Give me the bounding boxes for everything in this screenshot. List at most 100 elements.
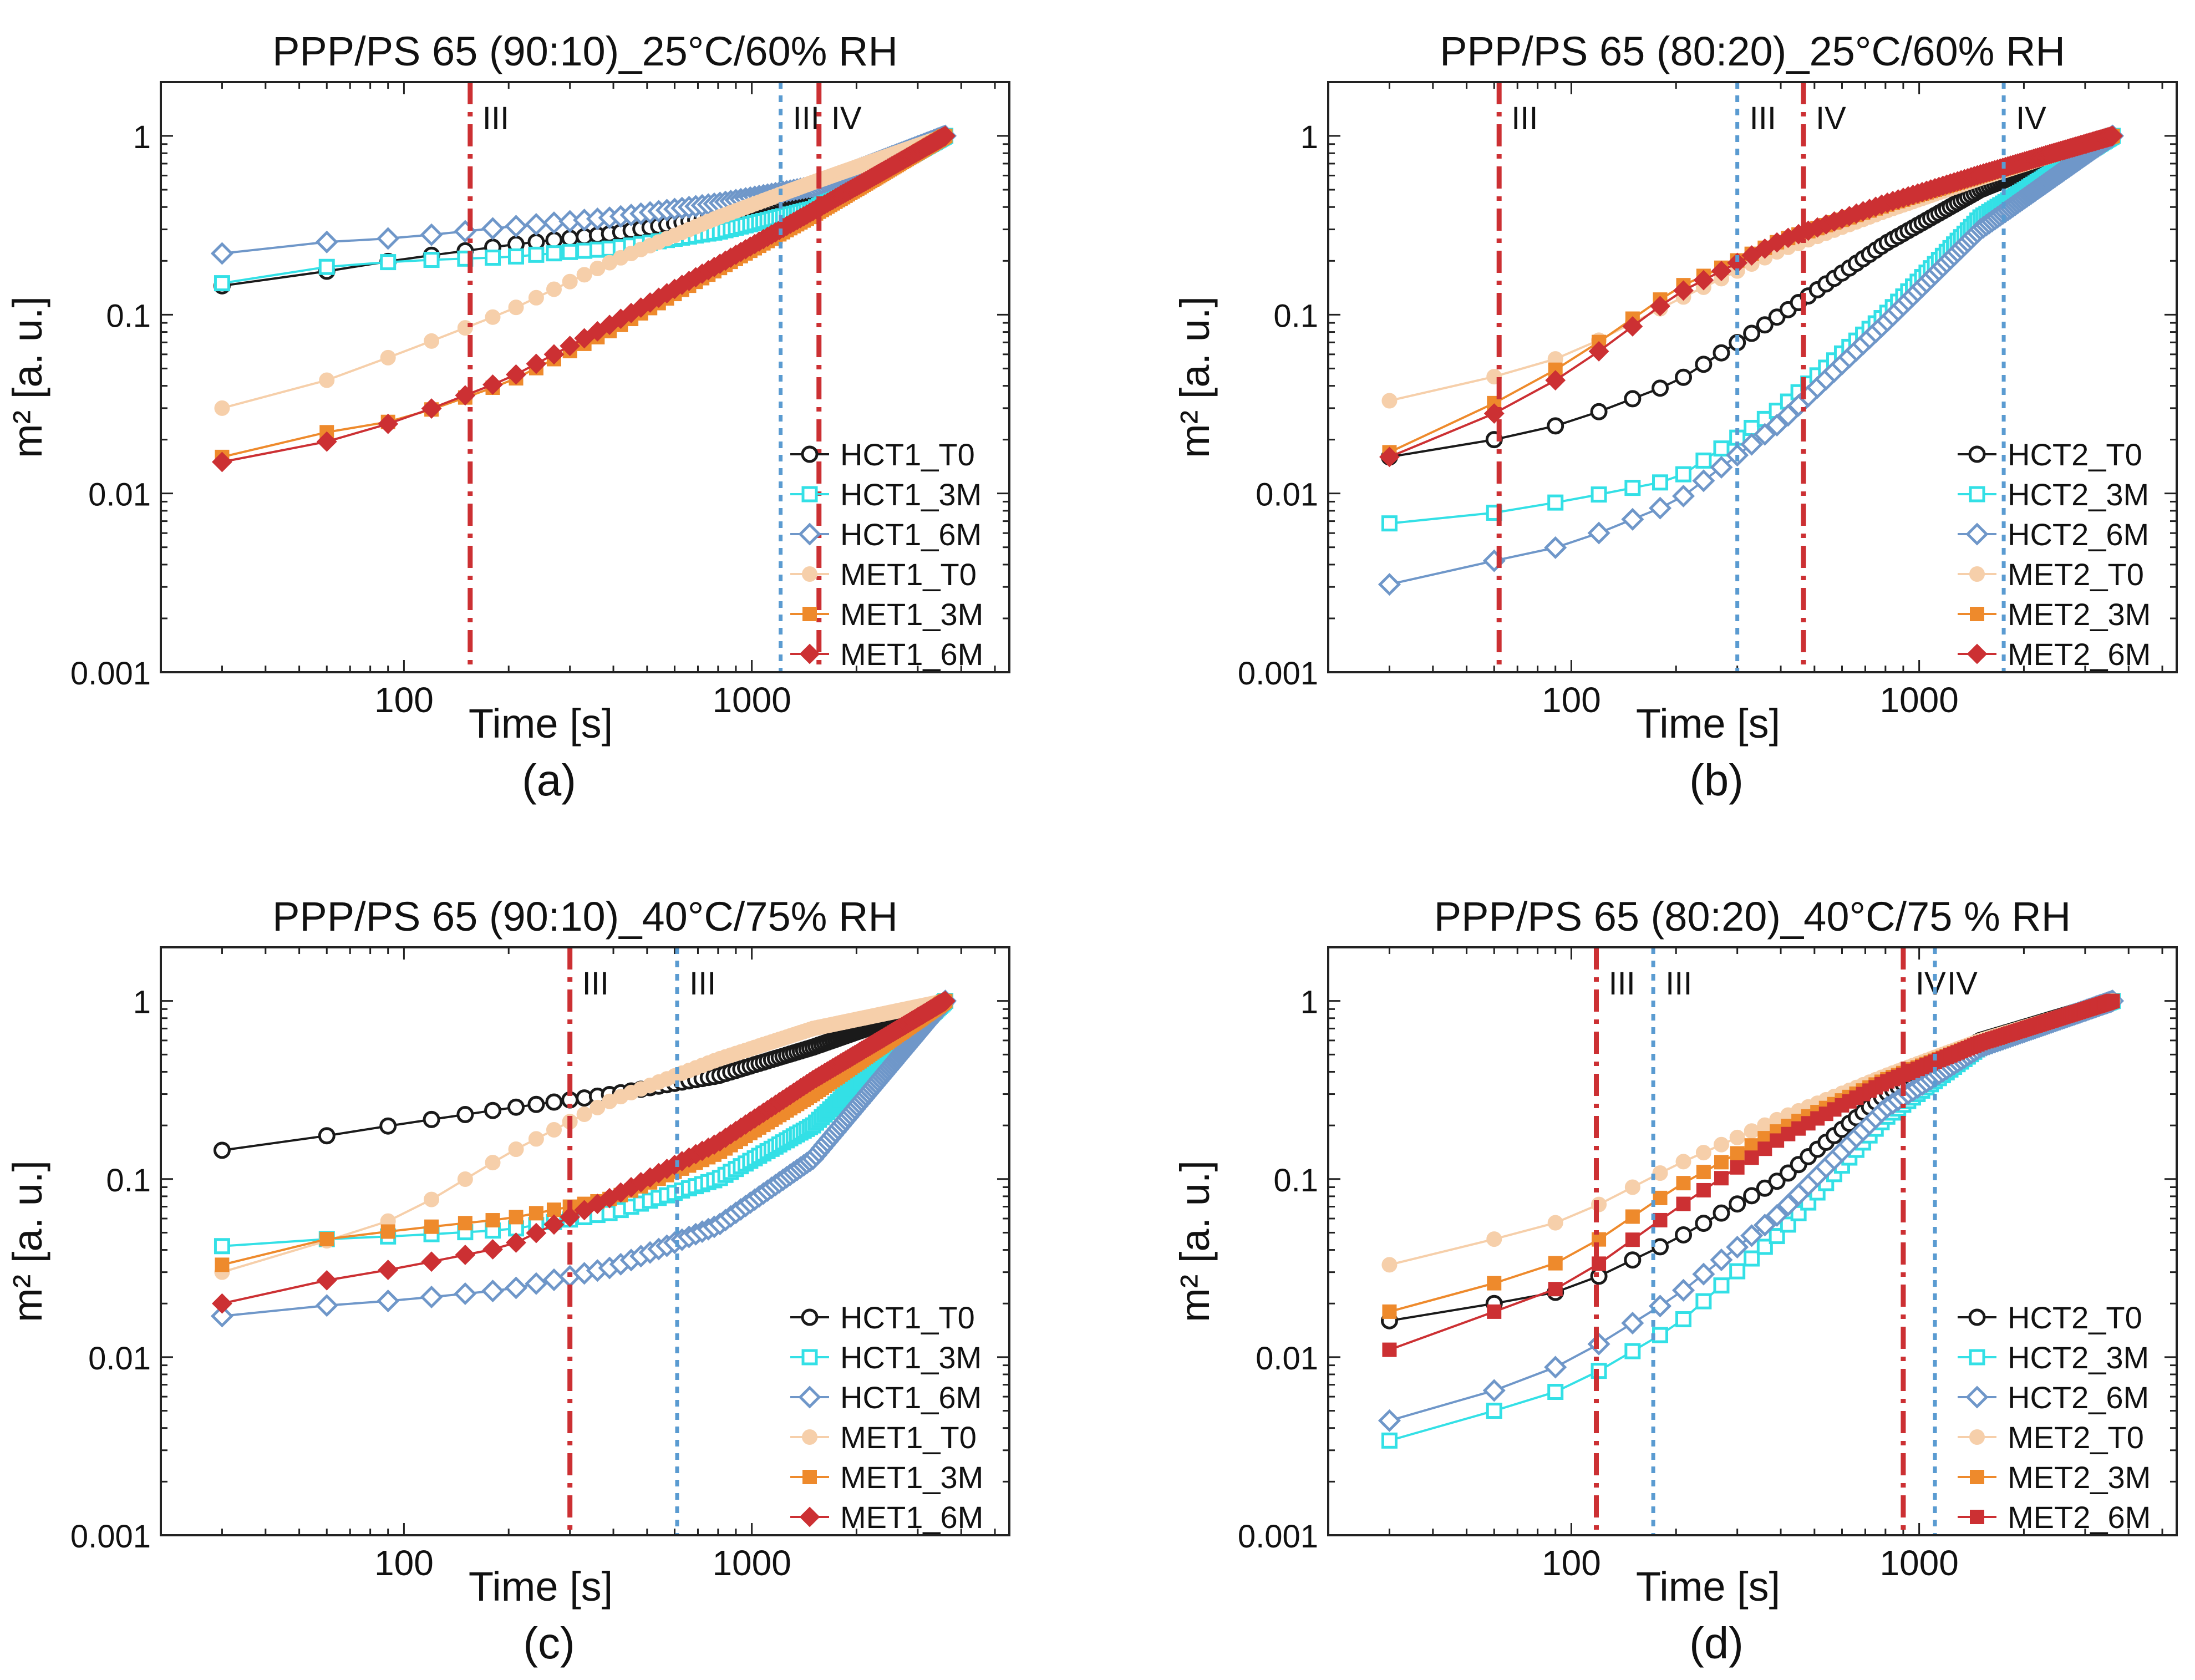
legend-entry: MET1_T0 bbox=[840, 1420, 977, 1455]
legend-entry: HCT1_T0 bbox=[840, 1300, 975, 1335]
data-point bbox=[1757, 1141, 1772, 1156]
data-point bbox=[2105, 993, 2120, 1008]
legend-entry: MET2_6M bbox=[2008, 1500, 2151, 1535]
data-point bbox=[1744, 1138, 1759, 1153]
data-point bbox=[1714, 1155, 1729, 1170]
data-point bbox=[504, 1276, 528, 1300]
legend-marker bbox=[1969, 486, 1985, 503]
data-point bbox=[1545, 370, 1566, 391]
legend-marker bbox=[1965, 522, 1989, 546]
legend-entry: MET1_3M bbox=[840, 597, 983, 632]
legend-entry: HCT2_6M bbox=[2008, 517, 2149, 552]
legend-entry: HCT2_T0 bbox=[2008, 437, 2142, 472]
data-point bbox=[1382, 1304, 1397, 1319]
data-point bbox=[1624, 390, 1642, 408]
data-point bbox=[315, 1294, 338, 1317]
data-point bbox=[509, 1210, 524, 1225]
data-point bbox=[1624, 1343, 1641, 1359]
data-point bbox=[576, 267, 592, 283]
data-point bbox=[1676, 1176, 1691, 1191]
legend-marker bbox=[1965, 1385, 1989, 1409]
legend: HCT1_T0 HCT1_3M HCT1_6M MET1_T0 MET1_3M MET1_… bbox=[790, 1300, 983, 1535]
data-point bbox=[1487, 1276, 1502, 1291]
y-tick-label: 0.1 bbox=[1273, 1163, 1318, 1199]
data-point bbox=[543, 344, 565, 365]
y-tick-label: 0.1 bbox=[1273, 298, 1318, 334]
data-point bbox=[1675, 466, 1692, 483]
data-point bbox=[210, 242, 233, 265]
data-point bbox=[484, 1102, 502, 1119]
region-label: III bbox=[1511, 100, 1538, 136]
data-point bbox=[1713, 1277, 1730, 1294]
data-point bbox=[1378, 573, 1401, 596]
x-tick-label: 100 bbox=[374, 1543, 434, 1583]
series-MET1_6M bbox=[212, 125, 956, 473]
data-point bbox=[1547, 417, 1564, 435]
y-axis-label: m² [a. u.] bbox=[4, 1160, 50, 1322]
y-tick-label: 0.01 bbox=[1256, 1341, 1318, 1377]
data-point bbox=[1650, 296, 1670, 317]
y-tick-label: 1 bbox=[133, 119, 151, 155]
legend-entry: HCT1_T0 bbox=[840, 437, 975, 472]
y-tick-label: 0.001 bbox=[70, 656, 151, 692]
series-MET2_6M bbox=[1379, 125, 2123, 468]
region-label: IV bbox=[1816, 100, 1846, 136]
series-MET2_6M bbox=[1382, 993, 2120, 1357]
panel-c: PPP/PS 65 (90:10)_40°C/75% RH 100 1000 0.00… bbox=[4, 894, 1010, 1668]
legend-marker bbox=[802, 1470, 817, 1484]
plot-area bbox=[210, 989, 957, 1328]
data-point bbox=[1587, 1332, 1610, 1356]
data-point bbox=[1624, 1251, 1642, 1269]
data-point bbox=[527, 1095, 545, 1113]
data-point bbox=[528, 246, 545, 263]
data-point bbox=[546, 245, 562, 262]
region-label: III bbox=[1750, 100, 1776, 136]
data-point bbox=[1675, 1154, 1691, 1170]
data-point bbox=[315, 230, 338, 253]
data-point bbox=[1740, 1224, 1764, 1247]
data-point bbox=[935, 125, 956, 146]
data-point bbox=[590, 1099, 606, 1115]
data-point bbox=[1744, 1123, 1760, 1139]
data-point bbox=[1653, 1190, 1668, 1205]
data-point bbox=[1730, 1146, 1745, 1161]
data-point bbox=[1671, 1278, 1695, 1302]
x-tick-label: 1000 bbox=[712, 1543, 791, 1583]
legend-entry: HCT2_3M bbox=[2008, 1340, 2149, 1375]
data-point bbox=[318, 258, 335, 275]
data-point bbox=[1768, 1173, 1786, 1190]
legend-marker bbox=[1970, 1510, 1984, 1524]
data-point bbox=[526, 1222, 547, 1243]
data-point bbox=[1695, 356, 1713, 373]
chart-title: PPP/PS 65 (80:20)_25°C/60% RH bbox=[1440, 28, 2065, 74]
y-tick-label: 0.001 bbox=[1238, 656, 1318, 692]
data-point bbox=[380, 254, 397, 271]
data-point bbox=[1590, 403, 1608, 420]
data-point bbox=[1692, 469, 1715, 493]
data-point bbox=[1486, 1403, 1502, 1419]
legend-marker bbox=[1970, 1470, 1984, 1484]
data-point bbox=[424, 1191, 440, 1207]
data-point bbox=[1652, 1165, 1668, 1181]
data-point bbox=[1588, 341, 1609, 362]
data-point bbox=[1381, 1432, 1398, 1449]
data-point bbox=[1713, 344, 1730, 362]
x-tick-label: 100 bbox=[1542, 1543, 1601, 1583]
legend-marker bbox=[802, 566, 817, 582]
legend-entry: MET1_6M bbox=[840, 637, 983, 672]
legend-marker bbox=[1969, 1429, 1985, 1445]
x-tick-label: 100 bbox=[1542, 680, 1601, 720]
data-point bbox=[1693, 270, 1714, 291]
data-point bbox=[1673, 280, 1694, 301]
data-point bbox=[1714, 1171, 1729, 1186]
legend-marker bbox=[801, 1308, 819, 1326]
legend-marker bbox=[801, 486, 818, 503]
data-point bbox=[316, 431, 337, 452]
data-point bbox=[215, 1257, 230, 1272]
data-point bbox=[1548, 1256, 1563, 1271]
region-label: III bbox=[793, 100, 820, 136]
data-point bbox=[1692, 1262, 1715, 1286]
data-point bbox=[504, 215, 528, 238]
data-point bbox=[214, 275, 230, 292]
